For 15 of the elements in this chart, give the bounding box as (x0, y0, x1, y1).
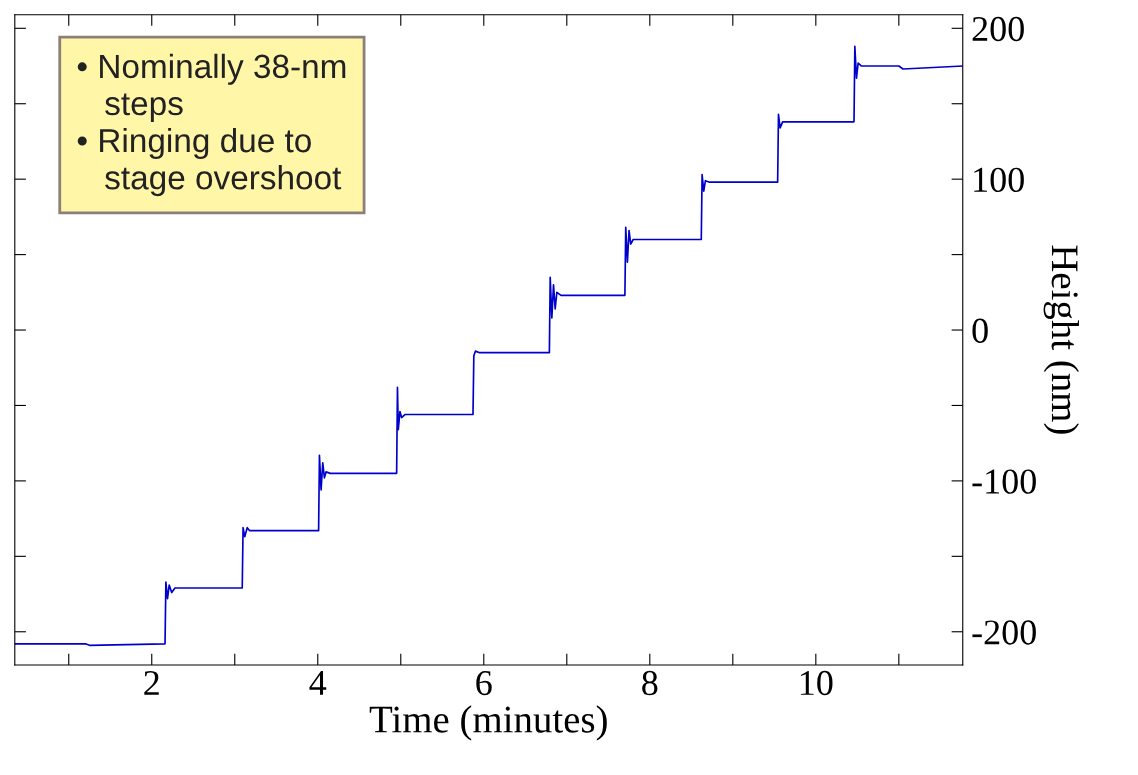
x-tick-label: 2 (144, 670, 159, 695)
y-axis-title: Height (nm) (1043, 245, 1079, 434)
y-tick-label: -200 (972, 620, 1036, 645)
x-axis-title: Time (minutes) (369, 705, 607, 741)
x-tick-label: 8 (642, 670, 658, 696)
x-tick-label: 6 (476, 670, 492, 696)
y-tick-label: 0 (972, 318, 988, 343)
y-tick-label: -100 (972, 469, 1036, 494)
x-tick-label: 10 (800, 670, 833, 696)
annotation: • Ringing due to stage overshoot (77, 127, 342, 197)
line-series (14, 45, 963, 647)
annotation: • Nominally 38-nm steps (77, 53, 346, 122)
y-tick-label: 100 (974, 167, 1024, 193)
x-tick-label: 4 (309, 671, 327, 695)
y-tick-label: 200 (972, 16, 1024, 42)
